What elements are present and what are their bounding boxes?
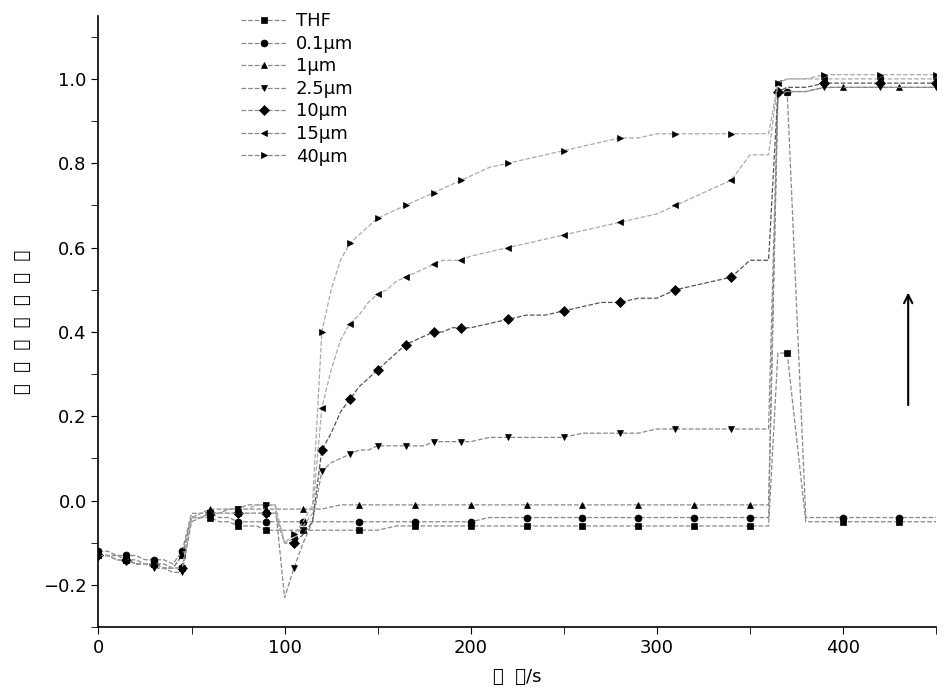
40μm bbox=[670, 130, 681, 138]
THF bbox=[372, 526, 384, 534]
Line: 2.5μm: 2.5μm bbox=[95, 84, 940, 601]
0.1μm bbox=[241, 517, 253, 526]
2.5μm bbox=[930, 83, 941, 92]
10μm bbox=[930, 79, 941, 88]
THF bbox=[121, 556, 132, 564]
2.5μm bbox=[670, 425, 681, 433]
0.1μm bbox=[772, 88, 784, 96]
1μm bbox=[93, 552, 104, 560]
0.1μm bbox=[930, 513, 941, 522]
1μm bbox=[121, 556, 132, 564]
2.5μm bbox=[353, 446, 365, 454]
THF bbox=[111, 552, 123, 560]
15μm bbox=[782, 75, 793, 83]
1μm bbox=[651, 500, 662, 509]
10μm bbox=[670, 286, 681, 294]
0.1μm bbox=[372, 517, 384, 526]
0.1μm bbox=[121, 552, 132, 560]
Y-axis label: 归  一  化  荧  光  强  度: 归 一 化 荧 光 强 度 bbox=[14, 249, 32, 393]
0.1μm bbox=[633, 513, 644, 522]
40μm bbox=[177, 564, 188, 573]
THF bbox=[930, 517, 941, 526]
40μm bbox=[93, 552, 104, 560]
0.1μm bbox=[167, 560, 179, 568]
0.1μm bbox=[651, 513, 662, 522]
10μm bbox=[353, 383, 365, 391]
15μm bbox=[158, 564, 169, 573]
40μm bbox=[856, 71, 867, 79]
15μm bbox=[670, 201, 681, 209]
15μm bbox=[353, 311, 365, 319]
2.5μm bbox=[819, 83, 830, 92]
Line: 15μm: 15μm bbox=[95, 76, 940, 572]
10μm bbox=[819, 79, 830, 88]
40μm bbox=[353, 231, 365, 239]
THF bbox=[633, 522, 644, 530]
THF bbox=[772, 349, 784, 357]
2.5μm bbox=[167, 568, 179, 577]
1μm bbox=[372, 500, 384, 509]
0.1μm bbox=[111, 552, 123, 560]
10μm bbox=[93, 552, 104, 560]
1μm bbox=[241, 505, 253, 513]
15μm bbox=[856, 75, 867, 83]
10μm bbox=[140, 560, 151, 568]
1μm bbox=[819, 83, 830, 92]
THF bbox=[241, 522, 253, 530]
2.5μm bbox=[856, 83, 867, 92]
10μm bbox=[856, 79, 867, 88]
1μm bbox=[633, 500, 644, 509]
15μm bbox=[930, 75, 941, 83]
10μm bbox=[177, 564, 188, 573]
2.5μm bbox=[140, 560, 151, 568]
2.5μm bbox=[279, 594, 291, 602]
1μm bbox=[930, 83, 941, 92]
Line: 10μm: 10μm bbox=[95, 80, 940, 572]
1μm bbox=[158, 564, 169, 573]
40μm bbox=[819, 71, 830, 79]
2.5μm bbox=[381, 442, 392, 450]
15μm bbox=[381, 286, 392, 294]
X-axis label: 时  间/s: 时 间/s bbox=[493, 668, 542, 686]
2.5μm bbox=[93, 552, 104, 560]
40μm bbox=[167, 564, 179, 573]
Legend: THF, 0.1μm, 1μm, 2.5μm, 10μm, 15μm, 40μm: THF, 0.1μm, 1μm, 2.5μm, 10μm, 15μm, 40μm bbox=[241, 13, 353, 165]
10μm bbox=[158, 564, 169, 573]
40μm bbox=[930, 71, 941, 79]
10μm bbox=[381, 357, 392, 365]
15μm bbox=[177, 564, 188, 573]
THF bbox=[93, 552, 104, 560]
THF bbox=[167, 564, 179, 573]
Line: 1μm: 1μm bbox=[95, 84, 940, 572]
40μm bbox=[381, 210, 392, 218]
Line: 40μm: 40μm bbox=[95, 71, 940, 572]
1μm bbox=[111, 556, 123, 564]
Line: 0.1μm: 0.1μm bbox=[95, 88, 940, 568]
THF bbox=[651, 522, 662, 530]
15μm bbox=[93, 552, 104, 560]
40μm bbox=[140, 560, 151, 568]
Line: THF: THF bbox=[95, 349, 940, 572]
0.1μm bbox=[93, 547, 104, 556]
15μm bbox=[140, 560, 151, 568]
